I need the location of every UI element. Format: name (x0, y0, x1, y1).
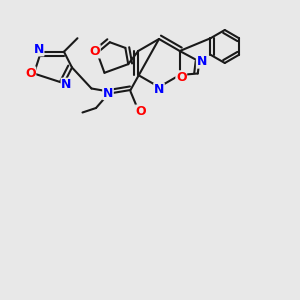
Text: N: N (34, 43, 44, 56)
Text: O: O (136, 105, 146, 118)
Text: N: N (61, 78, 71, 91)
Text: O: O (176, 71, 187, 84)
Text: O: O (25, 67, 36, 80)
Text: N: N (196, 55, 207, 68)
Text: O: O (89, 45, 100, 58)
Text: N: N (103, 86, 113, 100)
Text: N: N (154, 83, 164, 97)
